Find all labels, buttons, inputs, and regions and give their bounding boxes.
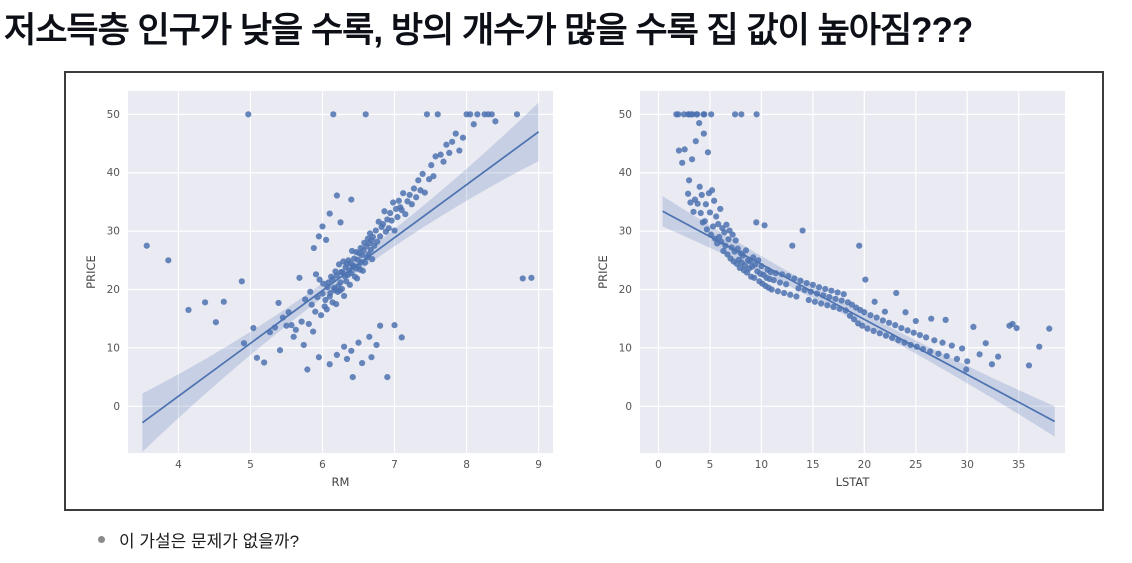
- bullet-text: 이 가설은 문제가 없을까?: [119, 532, 300, 551]
- svg-text:20: 20: [619, 284, 632, 296]
- chart-svg: 4 5 6 7 8 9 0 10 20 30 40 50 RM PRICE: [84, 91, 553, 489]
- bullet-item: 이 가설은 문제가 없을까?: [98, 527, 299, 552]
- y-axis-label: PRICE: [84, 255, 98, 289]
- svg-text:50: 50: [107, 109, 120, 121]
- y-axis-label: PRICE: [596, 255, 610, 289]
- svg-text:15: 15: [806, 459, 819, 471]
- svg-text:0: 0: [625, 401, 632, 413]
- svg-text:35: 35: [1012, 459, 1025, 471]
- scatter-rm-price: 4 5 6 7 8 9 0 10 20 30 40 50 RM PRICE: [82, 85, 560, 493]
- svg-text:10: 10: [107, 342, 120, 354]
- bullet-icon: [98, 536, 105, 543]
- svg-text:30: 30: [107, 226, 120, 238]
- x-tick-labels: 4 5 6 7 8 9: [175, 459, 542, 471]
- chart-svg: 0 5 10 15 20 25 30 35 0 10 20 30 40 50 LSTAT PRICE: [596, 91, 1065, 489]
- svg-text:5: 5: [247, 459, 254, 471]
- regression-line: [141, 131, 540, 424]
- svg-text:40: 40: [107, 167, 120, 179]
- x-axis-label: RM: [332, 475, 350, 489]
- page-title: 저소득층 인구가 낮을 수록, 방의 개수가 많을 수록 집 값이 높아짐???: [4, 11, 973, 50]
- svg-text:8: 8: [463, 459, 470, 471]
- scatter-points: [143, 111, 535, 381]
- svg-text:25: 25: [909, 459, 922, 471]
- svg-text:10: 10: [619, 342, 632, 354]
- regression-line: [662, 210, 1056, 423]
- svg-text:20: 20: [858, 459, 871, 471]
- svg-text:5: 5: [707, 459, 714, 471]
- svg-text:0: 0: [113, 401, 120, 413]
- svg-text:20: 20: [107, 284, 120, 296]
- x-tick-labels: 0 5 10 15 20 25 30 35: [655, 459, 1025, 471]
- svg-text:6: 6: [319, 459, 326, 471]
- scatter-lstat-price: 0 5 10 15 20 25 30 35 0 10 20 30 40 50 LSTAT PRICE: [594, 85, 1072, 493]
- svg-text:4: 4: [175, 459, 182, 471]
- svg-text:40: 40: [619, 167, 632, 179]
- svg-text:9: 9: [535, 459, 542, 471]
- svg-text:30: 30: [619, 226, 632, 238]
- svg-text:30: 30: [961, 459, 974, 471]
- svg-text:50: 50: [619, 109, 632, 121]
- svg-text:0: 0: [655, 459, 662, 471]
- figure-frame: 4 5 6 7 8 9 0 10 20 30 40 50 RM PRICE 0 5 10 15 20 25 30 35 0…: [64, 71, 1104, 511]
- svg-text:10: 10: [755, 459, 768, 471]
- x-axis-label: LSTAT: [836, 475, 871, 489]
- svg-text:7: 7: [391, 459, 398, 471]
- y-tick-labels: 0 10 20 30 40 50: [619, 109, 632, 413]
- y-tick-labels: 0 10 20 30 40 50: [107, 109, 120, 413]
